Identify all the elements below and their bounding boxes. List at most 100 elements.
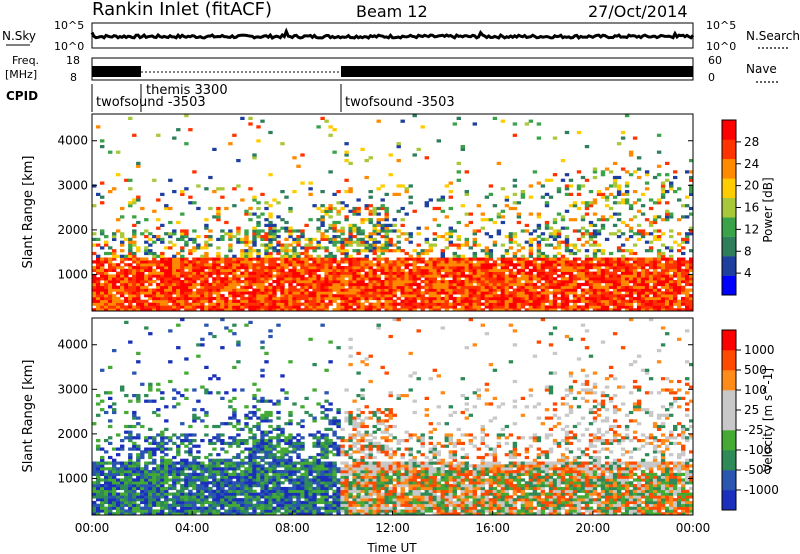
data-cell <box>216 282 221 287</box>
data-cell <box>552 254 558 258</box>
data-cell <box>104 296 109 301</box>
data-cell <box>120 467 125 471</box>
data-cell <box>136 486 141 491</box>
data-cell <box>176 492 181 496</box>
data-cell <box>144 394 149 398</box>
data-cell <box>564 280 570 284</box>
data-cell <box>124 430 129 434</box>
cpid-segment-3: twofsound -3503 <box>345 95 455 110</box>
data-cell <box>492 277 498 281</box>
data-cell <box>164 305 169 309</box>
data-cell <box>244 422 249 426</box>
data-cell <box>681 288 686 292</box>
data-cell <box>336 302 341 306</box>
data-cell <box>356 291 361 295</box>
data-cell <box>384 226 389 230</box>
data-cell <box>620 201 626 205</box>
data-cell <box>112 402 117 406</box>
data-cell <box>564 257 570 261</box>
data-cell <box>620 296 626 301</box>
data-cell <box>472 240 477 244</box>
data-cell <box>216 285 221 289</box>
data-cell <box>116 150 121 154</box>
data-cell <box>608 291 614 295</box>
data-cell <box>288 243 293 247</box>
data-cell <box>652 296 658 301</box>
data-cell <box>665 271 670 275</box>
data-cell <box>488 308 494 312</box>
data-cell <box>636 229 642 233</box>
data-cell <box>100 467 105 471</box>
data-cell <box>644 181 650 185</box>
data-cell <box>500 220 506 225</box>
data-cell <box>312 257 317 261</box>
data-cell <box>340 274 345 278</box>
data-cell <box>132 288 137 292</box>
data-cell <box>576 271 582 275</box>
data-cell <box>196 498 201 502</box>
data-cell <box>536 212 542 216</box>
data-cell <box>500 260 506 264</box>
data-cell <box>108 282 113 287</box>
data-cell <box>240 486 245 491</box>
data-cell <box>132 285 137 289</box>
data-cell <box>612 294 618 298</box>
data-cell <box>188 285 193 289</box>
data-cell <box>520 246 526 250</box>
data-cell <box>352 296 357 301</box>
data-cell <box>132 277 137 281</box>
data-cell <box>544 296 550 301</box>
data-cell <box>164 512 169 516</box>
data-cell <box>616 268 622 272</box>
data-cell <box>256 139 261 143</box>
data-cell <box>232 500 237 505</box>
data-cell <box>200 271 205 275</box>
data-cell <box>620 260 626 264</box>
data-cell <box>120 294 125 298</box>
data-cell <box>244 274 249 278</box>
data-cell <box>156 475 161 479</box>
data-cell <box>556 291 562 295</box>
data-cell <box>636 263 642 267</box>
data-cell <box>348 209 353 213</box>
data-cell <box>548 243 554 247</box>
data-cell <box>596 232 602 236</box>
data-cell <box>584 145 590 149</box>
data-cell <box>160 492 165 496</box>
data-cell <box>592 266 598 270</box>
data-cell <box>536 280 542 284</box>
data-cell <box>96 512 101 516</box>
data-cell <box>368 280 373 284</box>
data-cell <box>448 280 453 284</box>
data-cell <box>328 302 333 306</box>
data-cell <box>356 280 361 284</box>
data-cell <box>532 282 538 287</box>
data-cell <box>216 464 221 468</box>
data-cell <box>532 260 538 264</box>
data-cell <box>192 268 197 272</box>
data-cell <box>128 433 133 437</box>
data-cell <box>308 254 313 258</box>
data-cell <box>256 291 261 295</box>
data-cell <box>104 391 109 395</box>
data-cell <box>604 204 610 208</box>
data-cell <box>520 285 526 289</box>
data-cell <box>252 195 257 199</box>
data-cell <box>596 308 602 312</box>
data-cell <box>480 249 485 253</box>
data-cell <box>252 498 257 502</box>
data-cell <box>312 302 317 306</box>
data-cell <box>176 512 181 516</box>
data-cell <box>396 282 401 287</box>
data-cell <box>156 472 161 476</box>
data-cell <box>508 268 514 272</box>
data-cell <box>340 246 345 250</box>
data-cell <box>592 285 598 289</box>
noise-left-label: N.Sky <box>2 29 36 43</box>
data-cell <box>200 337 205 341</box>
data-cell <box>456 271 461 275</box>
data-cell <box>640 204 646 208</box>
data-cell <box>136 277 141 281</box>
data-cell <box>612 271 618 275</box>
data-cell <box>212 263 217 267</box>
